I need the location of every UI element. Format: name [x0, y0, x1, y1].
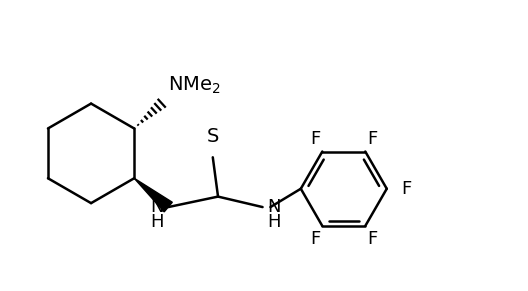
Text: H: H: [150, 213, 164, 231]
Text: N: N: [267, 198, 280, 216]
Text: H: H: [267, 213, 280, 231]
Text: F: F: [310, 130, 320, 148]
Text: F: F: [367, 230, 378, 248]
Text: F: F: [310, 230, 320, 248]
Text: N: N: [150, 198, 164, 216]
Text: F: F: [367, 130, 378, 148]
Text: S: S: [206, 127, 219, 146]
Polygon shape: [134, 178, 172, 212]
Text: NMe$_2$: NMe$_2$: [168, 75, 221, 96]
Text: F: F: [401, 180, 412, 198]
